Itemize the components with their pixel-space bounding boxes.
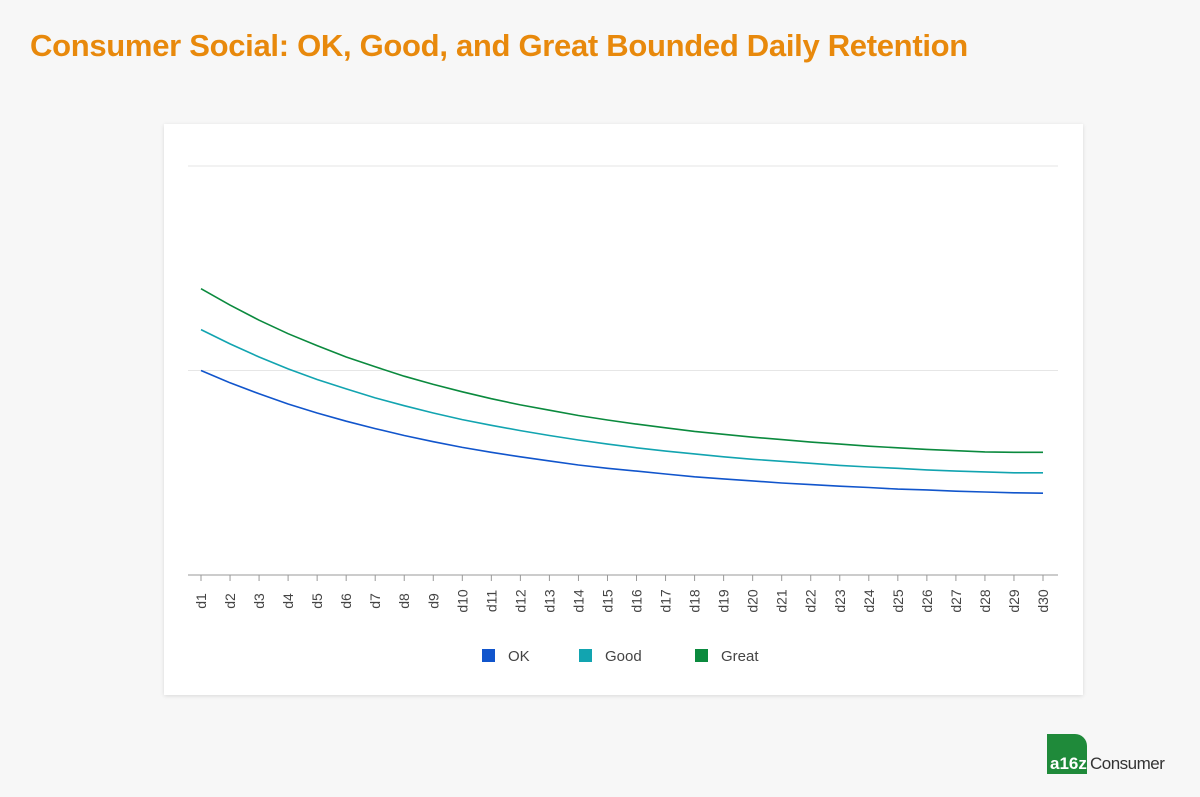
x-tick-label: d30 <box>1035 589 1051 613</box>
legend-label-good: Good <box>605 648 642 665</box>
x-tick-label: d13 <box>541 589 557 613</box>
legend-label-great: Great <box>721 648 759 665</box>
x-tick-label: d1 <box>193 593 209 609</box>
legend-swatch-great <box>695 649 708 662</box>
series-line-good <box>200 328 1043 474</box>
chart-title: Consumer Social: OK, Good, and Great Bou… <box>30 28 968 63</box>
x-tick-label: d11 <box>483 590 499 613</box>
series-line-great <box>200 288 1043 454</box>
logo-mark <box>1047 734 1087 774</box>
x-tick-label: d20 <box>745 589 761 613</box>
x-tick-label: d9 <box>425 593 441 609</box>
logo-text: Consumer <box>1090 754 1165 773</box>
x-tick-label: d2 <box>222 593 238 609</box>
x-tick-label: d22 <box>803 589 819 613</box>
x-tick-label: d19 <box>716 589 732 613</box>
x-tick-label: d5 <box>309 593 325 609</box>
x-tick-label: d24 <box>861 589 877 613</box>
legend-label-ok: OK <box>508 648 530 665</box>
x-tick-label: d8 <box>396 593 412 609</box>
x-tick-label: d10 <box>454 589 470 613</box>
x-tick-label: d14 <box>570 589 586 613</box>
x-tick-label: d29 <box>1006 589 1022 613</box>
x-tick-label: d18 <box>687 589 703 613</box>
a16z-consumer-logo: a16z Consumer <box>1047 734 1177 774</box>
x-tick-label: d21 <box>774 589 790 613</box>
chart-card: 050%100%d1d2d3d4d5d6d7d8d9d10d11d12d13d1… <box>164 124 1083 695</box>
x-tick-label: d15 <box>599 589 615 613</box>
logo-mark-text: a16z <box>1050 754 1087 773</box>
legend-swatch-ok <box>482 649 495 662</box>
x-tick-label: d23 <box>832 589 848 613</box>
x-tick-label: d25 <box>890 589 906 613</box>
x-tick-label: d26 <box>919 589 935 613</box>
x-tick-label: d16 <box>629 589 645 613</box>
x-tick-label: d6 <box>338 593 354 609</box>
x-tick-label: d3 <box>251 593 267 609</box>
line-chart: 050%100%d1d2d3d4d5d6d7d8d9d10d11d12d13d1… <box>188 165 1058 665</box>
x-tick-label: d12 <box>512 589 528 613</box>
series-line-ok <box>200 369 1044 494</box>
x-tick-label: d4 <box>280 593 296 609</box>
legend-swatch-good <box>579 649 592 662</box>
x-tick-label: d17 <box>658 589 674 613</box>
x-tick-label: d7 <box>367 593 383 609</box>
x-tick-label: d27 <box>948 589 964 613</box>
x-tick-label: d28 <box>977 589 993 613</box>
